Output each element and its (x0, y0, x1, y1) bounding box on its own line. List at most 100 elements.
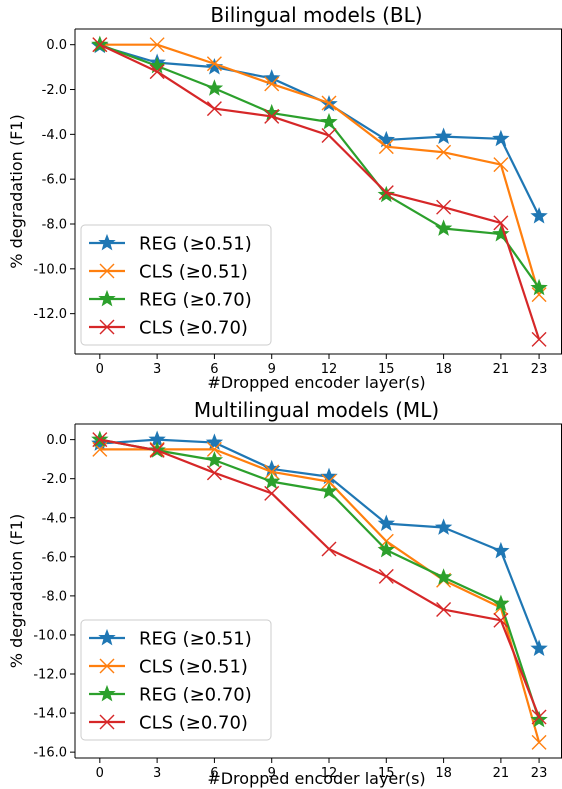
data-point (377, 540, 395, 558)
legend-marker (98, 289, 116, 307)
legend-label: CLS (≥0.51) (139, 657, 248, 678)
data-point (530, 639, 548, 656)
data-point (492, 129, 510, 147)
series-4 (92, 37, 547, 347)
x-marker-stroke (378, 185, 394, 201)
y-axis-title: % degradation (F1) (7, 514, 26, 668)
x-axis-title: #Dropped encoder layer(s) (207, 769, 425, 788)
x-tick-label: 18 (435, 766, 452, 781)
y-tick-label: -10.0 (33, 628, 67, 643)
data-point (434, 127, 453, 144)
x-tick-label: 12 (321, 766, 338, 781)
legend-entry: CLS (≥0.51) (89, 262, 248, 283)
legend-entry: REG (≥0.51) (89, 629, 252, 650)
chart-panel-1: Bilingual models (BL) 0 3 6 9 12 15 18 21 23 0.0 -2… (7, 3, 562, 392)
x-tick-label: 12 (321, 362, 338, 377)
x-tick-label: 15 (378, 362, 395, 377)
chart-title: Multilingual models (ML) (194, 398, 439, 422)
legend-entry: CLS (≥0.70) (89, 318, 248, 339)
x-marker-stroke (149, 37, 165, 53)
data-point (493, 157, 509, 173)
x-tick-label: 3 (153, 766, 161, 781)
x-marker-stroke (493, 612, 509, 628)
x-marker-stroke (378, 568, 394, 584)
legend-marker (99, 658, 115, 674)
x-marker-stroke (321, 127, 337, 143)
data-point (492, 594, 510, 612)
legend-label: REG (≥0.51) (139, 234, 252, 255)
data-point (321, 95, 337, 111)
x-marker-stroke (321, 95, 337, 111)
y-tick-label: -6.0 (42, 550, 67, 565)
series-line (99, 44, 541, 217)
data-point (205, 451, 224, 468)
x-marker-stroke (436, 602, 452, 618)
chart-panel-2: Multilingual models (ML) 0 3 6 9 12 15 18 21 23 0.… (7, 398, 562, 788)
data-point (149, 64, 165, 80)
data-point (149, 37, 165, 53)
data-point (434, 568, 453, 585)
y-tick-label: 0.0 (46, 433, 67, 448)
x-marker-stroke (92, 432, 108, 448)
data-point (320, 467, 338, 485)
y-tick-label: -8.0 (42, 218, 67, 233)
x-marker-stroke (206, 101, 222, 117)
x-tick-label: 21 (493, 362, 510, 377)
x-marker-stroke (531, 287, 547, 303)
data-point (377, 130, 395, 148)
x-marker-stroke (264, 76, 280, 92)
legend-marker (98, 628, 116, 646)
legend-label: REG (≥0.70) (139, 290, 252, 311)
data-point (320, 482, 338, 499)
y-tick-label: -14.0 (33, 707, 67, 722)
data-point (377, 185, 395, 203)
data-point (92, 432, 108, 448)
y-tick-label: -4.0 (42, 511, 67, 526)
data-point (264, 76, 280, 92)
data-point (436, 144, 452, 160)
legend-entry: REG (≥0.70) (89, 685, 252, 706)
x-marker-stroke (149, 442, 165, 458)
x-tick-label: 6 (210, 362, 218, 377)
x-marker-stroke (378, 139, 394, 155)
data-point (377, 514, 395, 532)
data-point (206, 101, 222, 117)
data-point (492, 224, 510, 242)
legend-marker (98, 684, 116, 702)
x-marker-stroke (99, 319, 115, 335)
data-point (320, 112, 338, 130)
series-3 (91, 430, 548, 728)
legend-entry: REG (≥0.51) (89, 234, 252, 255)
x-tick-label: 9 (268, 362, 276, 377)
data-point (205, 433, 224, 450)
data-point (531, 734, 547, 750)
data-point (531, 287, 547, 303)
data-point (436, 199, 452, 215)
series-line (99, 438, 541, 650)
legend-label: REG (≥0.70) (139, 685, 252, 706)
y-tick-label: -16.0 (33, 746, 67, 761)
data-point (264, 464, 280, 480)
x-marker-stroke (264, 108, 280, 124)
data-point (148, 56, 166, 74)
legend: REG (≥0.51) CLS (≥0.51) REG (≥0.70) CLS (≥0… (80, 619, 272, 741)
legend-marker (99, 263, 115, 279)
data-point (436, 602, 452, 618)
data-point (263, 69, 281, 86)
data-point (206, 56, 222, 72)
x-tick-label: 23 (531, 766, 548, 781)
x-marker-stroke (436, 144, 452, 160)
data-point (530, 710, 548, 728)
x-marker-stroke (99, 263, 115, 279)
chart-title: Bilingual models (BL) (210, 3, 422, 27)
data-point (263, 472, 281, 489)
x-marker-stroke (436, 199, 452, 215)
data-point (378, 568, 394, 584)
data-point (264, 108, 280, 124)
legend-label: CLS (≥0.51) (139, 262, 248, 283)
y-tick-label: -2.0 (42, 472, 67, 487)
data-point (493, 612, 509, 628)
x-marker-stroke (264, 464, 280, 480)
data-point (378, 185, 394, 201)
